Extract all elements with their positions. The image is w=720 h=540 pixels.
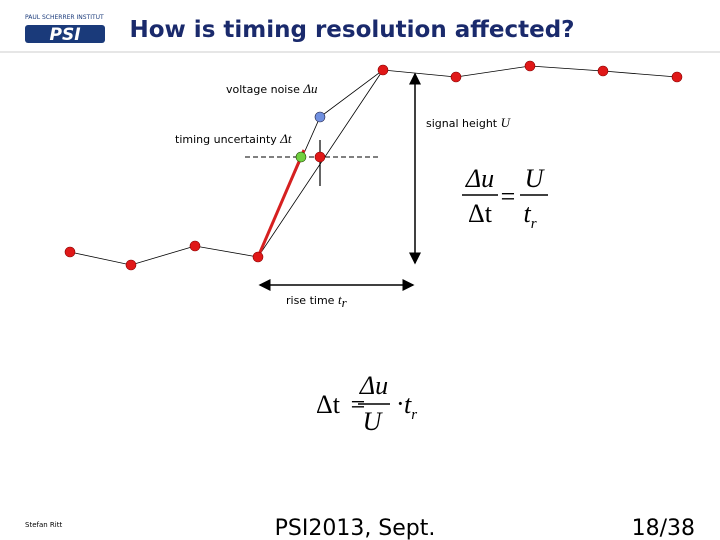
text-part: signal height: [426, 117, 498, 130]
text-part: voltage noise: [226, 83, 300, 96]
text-part: rise time: [286, 294, 335, 307]
samples: [64, 60, 683, 271]
signal-lines: [69, 65, 678, 266]
text-part: Δt: [279, 131, 292, 146]
text-part: =: [501, 182, 516, 211]
text-part: t: [338, 292, 342, 307]
svg-text:tr: tr: [523, 199, 536, 232]
text-part: Δu: [302, 81, 318, 96]
logo-box: [25, 25, 105, 43]
text-part: r: [411, 407, 417, 423]
text-part: U: [525, 164, 546, 193]
slope-line: [256, 149, 306, 258]
text-part: U: [363, 407, 384, 436]
timing-uncertainty-label: timing uncertainty Δt: [175, 131, 292, 146]
text-part: Δt: [316, 390, 341, 419]
text-part: U: [501, 115, 512, 130]
voltage-noise-label: voltage noise Δu: [226, 81, 318, 96]
shifted-point: [295, 151, 307, 163]
svg-text:tr: tr: [404, 390, 417, 423]
formula-2: Δt = Δu U · tr: [316, 371, 417, 436]
title: How is timing resolution affected?: [130, 17, 575, 43]
text-part: Δu: [359, 371, 388, 400]
signal-height-label: signal height U: [426, 115, 512, 130]
footer-author: Stefan Ritt: [25, 521, 62, 529]
text-part: r: [342, 295, 348, 310]
text-part: Δu: [465, 164, 494, 193]
text-part: r: [531, 216, 537, 232]
text-part: t: [404, 390, 412, 419]
text-part: ·: [396, 389, 405, 418]
formula-1: Δu Δt = U tr: [462, 164, 548, 232]
text-part: timing uncertainty: [175, 133, 277, 146]
logo-text: PSI: [49, 25, 80, 45]
rise-time-label: rise time tr: [286, 292, 348, 310]
footer-page: 18/38: [632, 516, 695, 540]
text-part: t: [523, 199, 531, 228]
noise-point: [314, 111, 326, 123]
logo: PAUL SCHERRER INSTITUT PSI: [25, 14, 105, 45]
text-part: Δt: [468, 199, 493, 228]
footer-event: PSI2013, Sept.: [275, 516, 436, 540]
logo-small: PAUL SCHERRER INSTITUT: [25, 14, 104, 21]
